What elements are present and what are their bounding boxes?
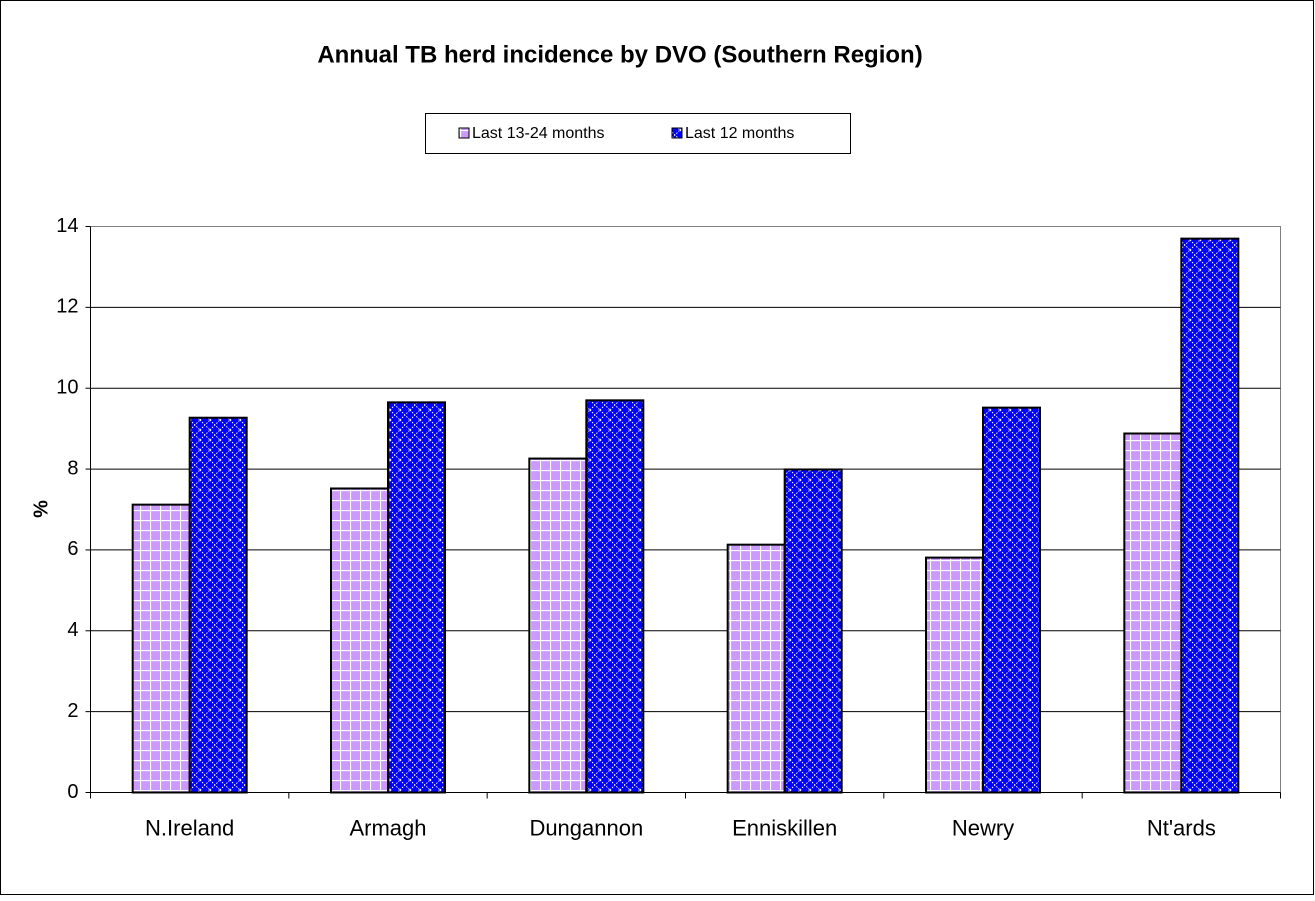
- bar: [330, 487, 389, 794]
- x-tick-label: Enniskillen: [732, 815, 837, 840]
- y-tick-label: 6: [67, 538, 78, 560]
- bar: [783, 468, 843, 794]
- y-tick-label: 8: [67, 457, 78, 479]
- x-tick-label: Newry: [952, 815, 1014, 840]
- bar: [131, 503, 191, 794]
- plot-area: [90, 226, 1281, 793]
- legend-label: Last 13-24 months: [472, 125, 605, 142]
- bar: [188, 416, 248, 794]
- bar: [726, 543, 786, 794]
- y-tick-label: 4: [67, 619, 78, 641]
- y-tick-label: 10: [56, 376, 78, 398]
- legend-swatch: [671, 127, 683, 139]
- legend-box: [425, 113, 851, 154]
- x-tick-label: N.Ireland: [145, 815, 234, 840]
- y-tick-label: 14: [56, 215, 78, 237]
- bar: [387, 401, 446, 794]
- chart-title: Annual TB herd incidence by DVO (Souther…: [317, 41, 922, 68]
- legend-swatch: [458, 127, 470, 139]
- bar: [925, 556, 984, 794]
- bar: [1123, 432, 1183, 794]
- bar: [528, 457, 588, 794]
- x-tick-label: Dungannon: [529, 815, 643, 840]
- y-tick-label: 0: [67, 781, 78, 803]
- bar: [585, 399, 645, 794]
- x-tick-label: Nt'ards: [1147, 815, 1216, 840]
- y-tick-label: 12: [56, 296, 78, 318]
- legend-label: Last 12 months: [685, 125, 794, 142]
- y-tick-label: 2: [67, 700, 78, 722]
- bar: [1180, 237, 1240, 794]
- x-tick-label: Armagh: [349, 815, 426, 840]
- bar: [982, 406, 1041, 794]
- y-axis-label: %: [30, 500, 52, 518]
